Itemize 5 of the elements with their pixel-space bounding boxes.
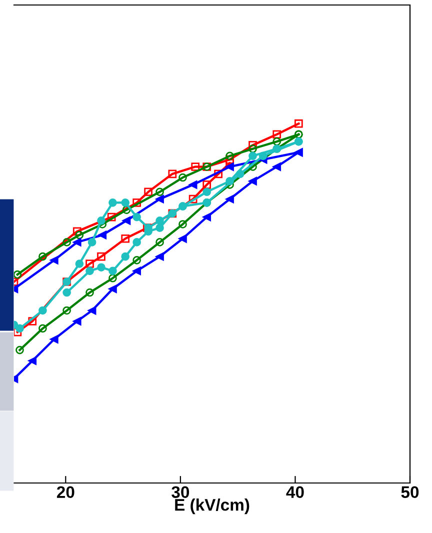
x-tick-label: 30 [172, 486, 190, 498]
x-tick-label: 20 [56, 486, 74, 498]
x-tick-label: 50 [401, 486, 419, 498]
x-tick-label: 40 [286, 486, 304, 498]
x-axis-title: E (kV/cm) [175, 498, 250, 514]
